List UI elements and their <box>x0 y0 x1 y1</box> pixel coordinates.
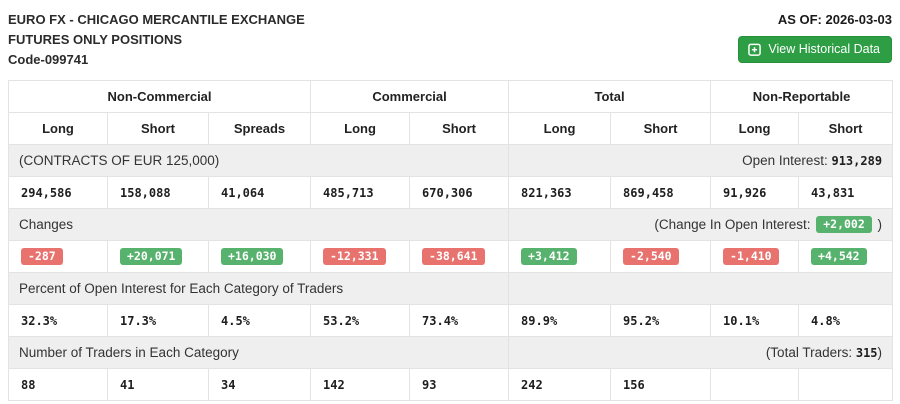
change-badge: +16,030 <box>221 247 284 266</box>
open-interest-cell: Open Interest: 913,289 <box>508 144 894 177</box>
percent-row: 32.3% 17.3% 4.5% 53.2% 73.4% 89.9% 95.2%… <box>8 304 894 337</box>
traders-cell: 242 <box>508 368 612 401</box>
traders-cell: 93 <box>409 368 510 401</box>
positions-cell: 41,064 <box>207 176 312 209</box>
changes-label: Changes <box>7 208 510 241</box>
changes-section-row: Changes (Change In Open Interest: +2,002… <box>7 208 894 241</box>
view-historical-data-label: View Historical Data <box>768 42 880 56</box>
open-interest-value: 913,289 <box>831 154 883 168</box>
contracts-section-row: (CONTRACTS OF EUR 125,000) Open Interest… <box>7 144 894 177</box>
change-badge: -287 <box>21 247 63 266</box>
page-header: EURO FX - CHICAGO MERCANTILE EXCHANGE FU… <box>0 0 900 76</box>
col-header-nc-spreads: Spreads <box>207 112 312 145</box>
change-cell: +20,071 <box>107 240 209 273</box>
as-of-label: AS OF: <box>777 12 822 27</box>
col-header-comm-short: Short <box>409 112 510 145</box>
as-of-value: 2026-03-03 <box>825 12 893 27</box>
positions-cell: 869,458 <box>610 176 712 209</box>
percent-section-spacer <box>508 272 894 305</box>
col-header-nr-long: Long <box>710 112 800 145</box>
percent-cell: 53.2% <box>310 304 411 337</box>
col-header-total-long: Long <box>508 112 612 145</box>
positions-cell: 91,926 <box>710 176 800 209</box>
change-oi-badge: +2,002 <box>816 215 872 234</box>
percent-cell: 32.3% <box>8 304 108 337</box>
positions-cell: 158,088 <box>107 176 209 209</box>
column-group-row: Non-Commercial Commercial Total Non-Repo… <box>7 80 894 113</box>
column-group-non-commercial: Non-Commercial <box>7 80 312 113</box>
open-interest-label: Open Interest: <box>742 153 828 168</box>
percent-cell: 4.5% <box>207 304 312 337</box>
change-cell: -2,540 <box>610 240 712 273</box>
traders-cell: 156 <box>610 368 712 401</box>
change-badge: +20,071 <box>120 247 183 266</box>
col-header-nr-short: Short <box>798 112 894 145</box>
percent-cell: 4.8% <box>798 304 894 337</box>
positions-cell: 43,831 <box>798 176 894 209</box>
change-open-interest-cell: (Change In Open Interest: +2,002 ) <box>508 208 894 241</box>
traders-cell: 142 <box>310 368 411 401</box>
change-cell: -1,410 <box>710 240 800 273</box>
column-group-commercial: Commercial <box>310 80 510 113</box>
traders-row: 88 41 34 142 93 242 156 <box>8 368 894 401</box>
percent-cell: 95.2% <box>610 304 712 337</box>
percent-cell: 89.9% <box>508 304 612 337</box>
report-titles: EURO FX - CHICAGO MERCANTILE EXCHANGE FU… <box>8 10 305 70</box>
col-header-nc-short: Short <box>107 112 209 145</box>
change-oi-suffix: ) <box>877 216 883 232</box>
total-traders-cell: (Total Traders: 315) <box>508 336 894 369</box>
traders-label: Number of Traders in Each Category <box>7 336 510 369</box>
percent-cell: 10.1% <box>710 304 800 337</box>
total-traders-value: 315 <box>855 346 878 360</box>
change-cell: +16,030 <box>207 240 312 273</box>
percent-section-row: Percent of Open Interest for Each Catego… <box>7 272 894 305</box>
col-header-comm-long: Long <box>310 112 411 145</box>
traders-cell: 41 <box>107 368 209 401</box>
header-right: AS OF: 2026-03-03 View Historical Data <box>738 10 892 63</box>
percent-cell: 17.3% <box>107 304 209 337</box>
col-header-nc-long: Long <box>8 112 108 145</box>
positions-cell: 485,713 <box>310 176 411 209</box>
column-group-total: Total <box>508 80 712 113</box>
positions-cell: 670,306 <box>409 176 510 209</box>
positions-row: 294,586 158,088 41,064 485,713 670,306 8… <box>8 176 894 209</box>
change-badge: +4,542 <box>811 247 867 266</box>
calendar-plus-icon <box>748 43 762 56</box>
page-title: EURO FX - CHICAGO MERCANTILE EXCHANGE <box>8 12 305 27</box>
contracts-label: (CONTRACTS OF EUR 125,000) <box>7 144 510 177</box>
change-badge: -2,540 <box>623 247 679 266</box>
column-group-non-reportable: Non-Reportable <box>710 80 894 113</box>
change-cell: -38,641 <box>409 240 510 273</box>
traders-cell: 34 <box>207 368 312 401</box>
report-code: Code-099741 <box>8 52 89 67</box>
change-cell: +4,542 <box>798 240 894 273</box>
view-historical-data-button[interactable]: View Historical Data <box>738 36 892 63</box>
percent-cell: 73.4% <box>409 304 510 337</box>
change-badge: -12,331 <box>323 247 386 266</box>
change-cell: +3,412 <box>508 240 612 273</box>
page-subtitle: FUTURES ONLY POSITIONS <box>8 32 183 47</box>
total-traders-prefix: (Total Traders: <box>765 345 853 360</box>
positions-cell: 294,586 <box>8 176 108 209</box>
changes-row: -287 +20,071 +16,030 -12,331 -38,641 +3,… <box>8 240 894 273</box>
change-badge: +3,412 <box>521 247 577 266</box>
percent-label: Percent of Open Interest for Each Catego… <box>7 272 510 305</box>
cot-table: Non-Commercial Commercial Total Non-Repo… <box>7 80 894 401</box>
as-of-date: AS OF: 2026-03-03 <box>738 12 892 27</box>
traders-cell <box>710 368 800 401</box>
change-badge: -1,410 <box>723 247 779 266</box>
positions-cell: 821,363 <box>508 176 612 209</box>
traders-section-row: Number of Traders in Each Category (Tota… <box>7 336 894 369</box>
change-cell: -287 <box>8 240 108 273</box>
total-traders-suffix: ) <box>877 345 883 360</box>
change-cell: -12,331 <box>310 240 411 273</box>
traders-cell <box>798 368 894 401</box>
change-badge: -38,641 <box>422 247 485 266</box>
change-oi-prefix: (Change In Open Interest: <box>654 216 811 232</box>
traders-cell: 88 <box>8 368 108 401</box>
col-header-total-short: Short <box>610 112 712 145</box>
column-header-row: Long Short Spreads Long Short Long Short… <box>8 112 894 145</box>
